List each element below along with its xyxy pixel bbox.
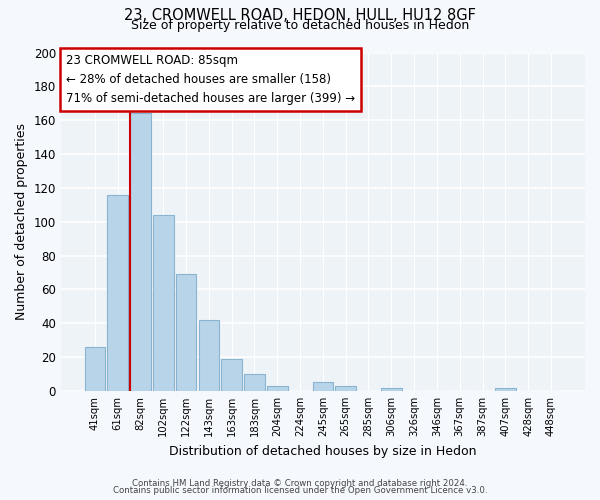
X-axis label: Distribution of detached houses by size in Hedon: Distribution of detached houses by size … (169, 444, 476, 458)
Bar (130, 114, 151, 391)
Text: Size of property relative to detached houses in Hedon: Size of property relative to detached ho… (131, 18, 469, 32)
Bar (153, 215, 173, 391)
Bar (335, 386, 356, 391)
Text: 23 CROMWELL ROAD: 85sqm
← 28% of detached houses are smaller (158)
71% of semi-d: 23 CROMWELL ROAD: 85sqm ← 28% of detache… (66, 54, 355, 105)
Text: Contains public sector information licensed under the Open Government Licence v3: Contains public sector information licen… (113, 486, 487, 495)
Bar (381, 388, 401, 391)
Bar (495, 388, 515, 391)
Text: Contains HM Land Registry data © Crown copyright and database right 2024.: Contains HM Land Registry data © Crown c… (132, 478, 468, 488)
Bar (107, 194, 128, 391)
Bar (176, 274, 196, 391)
Bar (221, 359, 242, 391)
Bar (85, 347, 105, 391)
Bar (244, 374, 265, 391)
Text: 23, CROMWELL ROAD, HEDON, HULL, HU12 8GF: 23, CROMWELL ROAD, HEDON, HULL, HU12 8GF (124, 8, 476, 22)
Bar (267, 386, 287, 391)
Bar (199, 320, 219, 391)
Bar (313, 382, 333, 391)
Y-axis label: Number of detached properties: Number of detached properties (15, 123, 28, 320)
